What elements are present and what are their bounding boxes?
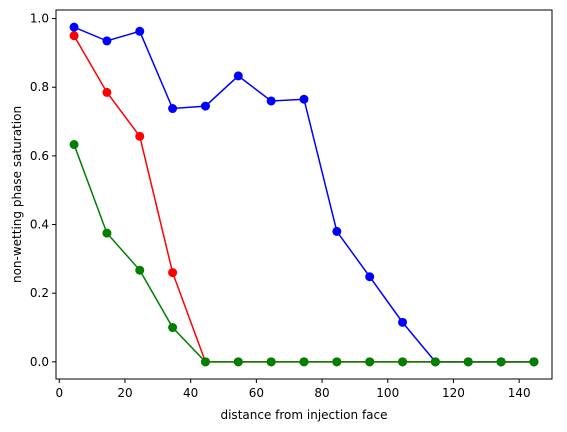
data-point [102,87,112,97]
series-layer [69,22,539,367]
y-tick-label: 0.6 [30,149,49,163]
data-point [529,357,539,367]
data-point [233,71,243,81]
data-point [135,26,145,36]
x-tick-label: 60 [249,386,264,400]
series-line [73,35,534,363]
data-point [168,104,178,114]
y-axis-label: non-wetting phase saturation [10,106,24,283]
series-line [73,144,534,363]
x-tick-label: 20 [117,386,132,400]
y-tick-label: 0.4 [30,218,49,232]
x-tick-label: 40 [183,386,198,400]
data-point [463,357,473,367]
y-tick-label: 1.0 [30,12,49,26]
data-point [200,101,210,111]
data-point [69,22,79,32]
data-point [69,31,79,41]
x-axis: 0 20 40 60 80 100 120 140 [55,379,531,400]
data-point [299,357,309,367]
x-axis-label: distance from injection face [220,408,387,422]
x-tick-label: 120 [442,386,465,400]
data-point [102,36,112,46]
data-point [332,226,342,236]
data-point [233,357,243,367]
data-point [430,357,440,367]
y-tick-label: 0.2 [30,286,49,300]
y-tick-label: 0.0 [30,355,49,369]
data-point [266,357,276,367]
data-point [200,357,210,367]
data-point [69,140,79,150]
data-point [398,317,408,327]
data-point [299,94,309,104]
data-point [365,272,375,282]
y-axis: 0.0 0.2 0.4 0.6 0.8 1.0 [30,12,56,369]
data-point [332,357,342,367]
data-point [398,357,408,367]
x-tick-label: 80 [314,386,329,400]
data-point [266,96,276,106]
data-point [496,357,506,367]
data-point [135,265,145,275]
data-point [168,323,178,333]
data-point [365,357,375,367]
y-tick-label: 0.8 [30,80,49,94]
x-tick-label: 140 [508,386,531,400]
series-3 [69,140,539,367]
data-point [102,228,112,238]
plot-frame [55,9,553,380]
series-line [73,26,534,363]
x-tick-label: 0 [55,386,63,400]
data-point [135,131,145,141]
series-2 [69,31,539,367]
x-tick-label: 100 [376,386,399,400]
series-1 [69,22,539,367]
data-point [168,268,178,278]
